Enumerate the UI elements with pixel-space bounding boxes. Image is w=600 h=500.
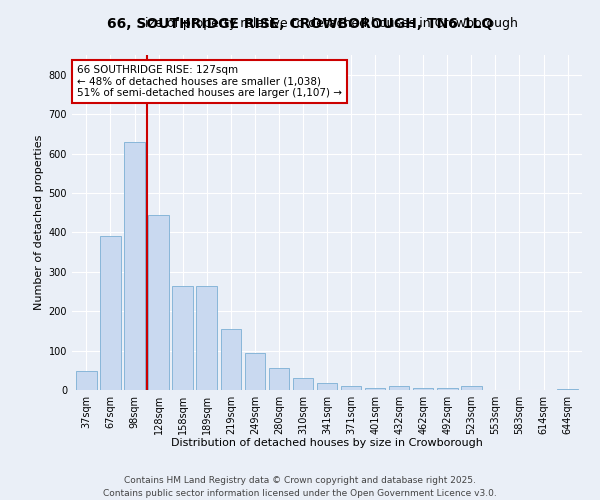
Bar [269, 368, 289, 390]
Bar [341, 386, 361, 390]
Bar [148, 214, 169, 390]
Bar [317, 383, 337, 390]
Bar [172, 286, 193, 390]
X-axis label: Distribution of detached houses by size in Crowborough: Distribution of detached houses by size … [171, 438, 483, 448]
Bar [389, 386, 409, 390]
Bar [124, 142, 145, 390]
Bar [461, 386, 482, 390]
Bar [76, 371, 97, 390]
Bar [245, 352, 265, 390]
Bar [196, 286, 217, 390]
Y-axis label: Number of detached properties: Number of detached properties [34, 135, 44, 310]
Bar [437, 388, 458, 390]
Text: 66, SOUTHRIDGE RISE, CROWBOROUGH, TN6 1LQ: 66, SOUTHRIDGE RISE, CROWBOROUGH, TN6 1L… [107, 18, 493, 32]
Text: Contains HM Land Registry data © Crown copyright and database right 2025.
Contai: Contains HM Land Registry data © Crown c… [103, 476, 497, 498]
Bar [365, 388, 385, 390]
Bar [413, 388, 433, 390]
Title: Size of property relative to detached houses in Crowborough: Size of property relative to detached ho… [137, 17, 517, 30]
Text: 66 SOUTHRIDGE RISE: 127sqm
← 48% of detached houses are smaller (1,038)
51% of s: 66 SOUTHRIDGE RISE: 127sqm ← 48% of deta… [77, 65, 342, 98]
Bar [293, 378, 313, 390]
Bar [221, 329, 241, 390]
Bar [557, 389, 578, 390]
Bar [100, 236, 121, 390]
